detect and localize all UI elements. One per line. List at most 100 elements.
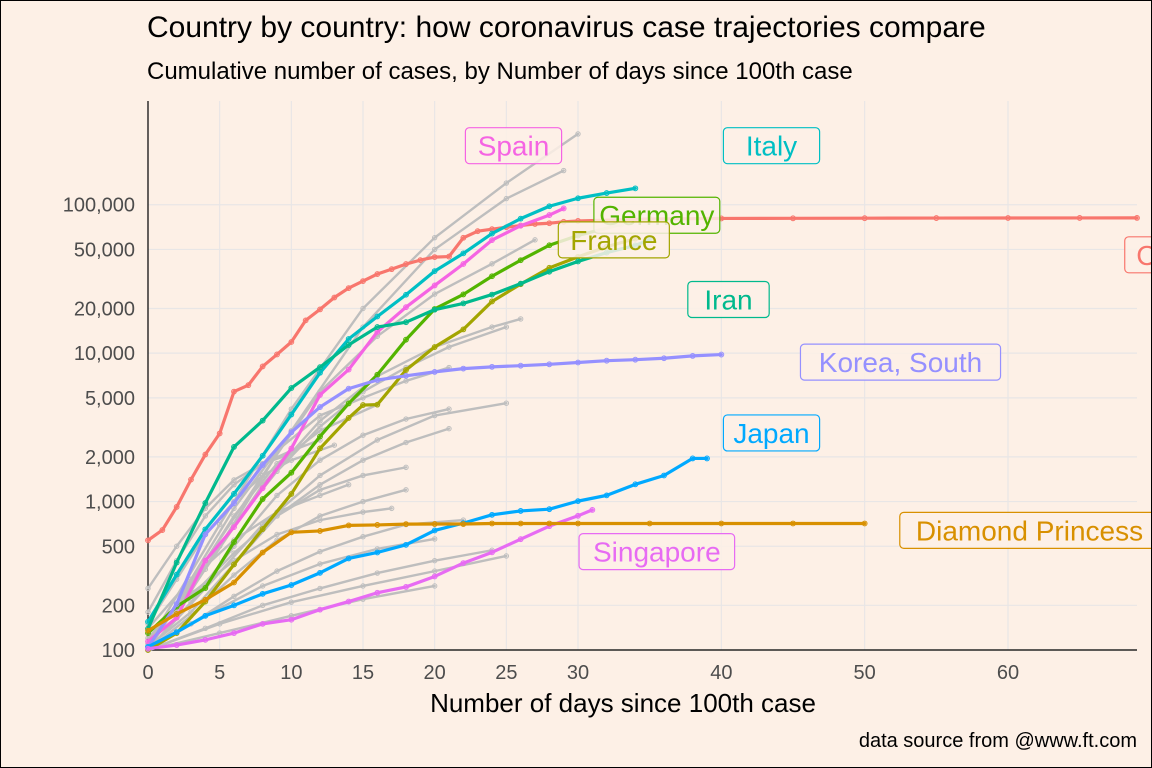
other-country-point bbox=[317, 428, 323, 434]
other-country-point bbox=[274, 531, 280, 538]
other-country-point bbox=[388, 505, 395, 512]
other-country-point bbox=[173, 543, 180, 549]
other-country-point bbox=[503, 324, 510, 330]
diamond-princess-point bbox=[374, 522, 381, 528]
other-country-point bbox=[317, 492, 323, 499]
japan-point bbox=[431, 527, 438, 534]
other-country-point bbox=[431, 583, 438, 589]
other-country-point bbox=[317, 481, 323, 488]
italy-point bbox=[403, 291, 409, 298]
korea-south-point bbox=[202, 531, 209, 538]
x-tick-label: 50 bbox=[854, 662, 876, 684]
other-country-point bbox=[431, 246, 438, 253]
spain-point bbox=[517, 222, 524, 229]
diamond-princess-point bbox=[646, 520, 653, 527]
spain-label-box bbox=[464, 127, 563, 165]
x-tick-label: 0 bbox=[142, 662, 153, 684]
other-country-point bbox=[403, 464, 409, 471]
diamond-princess-point bbox=[575, 520, 581, 527]
y-tick-label: 2,000 bbox=[85, 447, 135, 469]
france-line bbox=[146, 237, 637, 652]
korea-south-point bbox=[661, 355, 667, 362]
germany-point bbox=[317, 433, 323, 440]
korea-south-label-box bbox=[799, 343, 1002, 381]
x-tick-label: 5 bbox=[214, 662, 225, 684]
germany-point bbox=[231, 539, 237, 545]
other-country-line bbox=[146, 507, 393, 635]
other-country-point bbox=[431, 291, 438, 297]
other-country-point bbox=[216, 521, 223, 528]
france-point bbox=[259, 526, 266, 532]
korea-south-point bbox=[718, 351, 725, 358]
other-country-line bbox=[146, 325, 508, 640]
other-country-point bbox=[216, 621, 223, 627]
korea-south-point bbox=[259, 462, 266, 468]
other-country-point bbox=[274, 568, 280, 574]
singapore-point bbox=[231, 630, 237, 636]
japan-point bbox=[575, 498, 581, 505]
other-country-point bbox=[360, 305, 366, 312]
iran-point bbox=[345, 342, 352, 348]
korea-south-point bbox=[317, 404, 323, 410]
singapore-point bbox=[259, 620, 266, 627]
korea-south-point bbox=[345, 385, 352, 392]
diamond-princess-point bbox=[861, 520, 868, 527]
other-country-point bbox=[317, 418, 323, 424]
singapore-point bbox=[575, 512, 581, 519]
x-tick-label: 20 bbox=[424, 662, 446, 684]
china-label-box bbox=[1124, 236, 1151, 274]
iran-label-box bbox=[687, 280, 770, 319]
italy-point bbox=[431, 268, 438, 275]
other-country-point bbox=[331, 442, 338, 448]
other-country-line bbox=[146, 132, 580, 646]
germany-point bbox=[259, 496, 266, 502]
y-tick-label: 1,000 bbox=[85, 492, 135, 514]
other-country-point bbox=[560, 167, 567, 174]
singapore-point bbox=[288, 616, 295, 623]
other-country-point bbox=[317, 517, 323, 523]
germany-point bbox=[288, 469, 295, 476]
iran-point bbox=[317, 364, 323, 371]
iran-point bbox=[202, 500, 209, 506]
italy-line bbox=[146, 186, 637, 624]
diamond-princess-point bbox=[259, 549, 266, 556]
other-country-point bbox=[446, 406, 452, 412]
diamond-princess-point bbox=[145, 627, 151, 634]
korea-south-point bbox=[431, 368, 438, 375]
italy-point bbox=[632, 185, 639, 192]
other-country-point bbox=[446, 425, 452, 432]
china-point bbox=[216, 430, 223, 437]
other-country-point bbox=[489, 261, 495, 267]
other-country-point bbox=[188, 599, 194, 605]
y-tick-label: 100 bbox=[102, 640, 135, 662]
x-tick-label: 15 bbox=[352, 662, 374, 684]
france-label-box bbox=[557, 221, 670, 259]
italy-point bbox=[173, 571, 180, 578]
france-point bbox=[374, 401, 381, 408]
x-tick-label: 30 bbox=[567, 662, 589, 684]
other-country-point bbox=[503, 180, 510, 186]
france-point bbox=[431, 344, 438, 350]
chart-title: Country by country: how coronavirus case… bbox=[147, 11, 986, 44]
korea-south-point bbox=[517, 362, 524, 369]
korea-south-point bbox=[460, 365, 467, 372]
spain-point bbox=[460, 261, 467, 267]
other-country-point bbox=[317, 585, 323, 592]
spain-point bbox=[560, 205, 567, 212]
france-point bbox=[460, 326, 467, 333]
china-point bbox=[159, 527, 166, 533]
chart-subtitle: Cumulative number of cases, by Number of… bbox=[147, 58, 853, 85]
diamond-princess-label-box bbox=[899, 511, 1151, 549]
spain-point bbox=[431, 282, 438, 289]
diamond-princess-point bbox=[173, 611, 180, 617]
diamond-princess-point bbox=[718, 520, 725, 527]
china-label: China bbox=[1136, 240, 1151, 271]
china-point bbox=[274, 351, 280, 358]
italy-point bbox=[231, 490, 237, 497]
italy-point bbox=[460, 250, 467, 257]
italy-point bbox=[489, 230, 495, 237]
japan-point bbox=[403, 541, 409, 548]
singapore-point bbox=[202, 636, 209, 643]
china-point bbox=[460, 234, 467, 241]
